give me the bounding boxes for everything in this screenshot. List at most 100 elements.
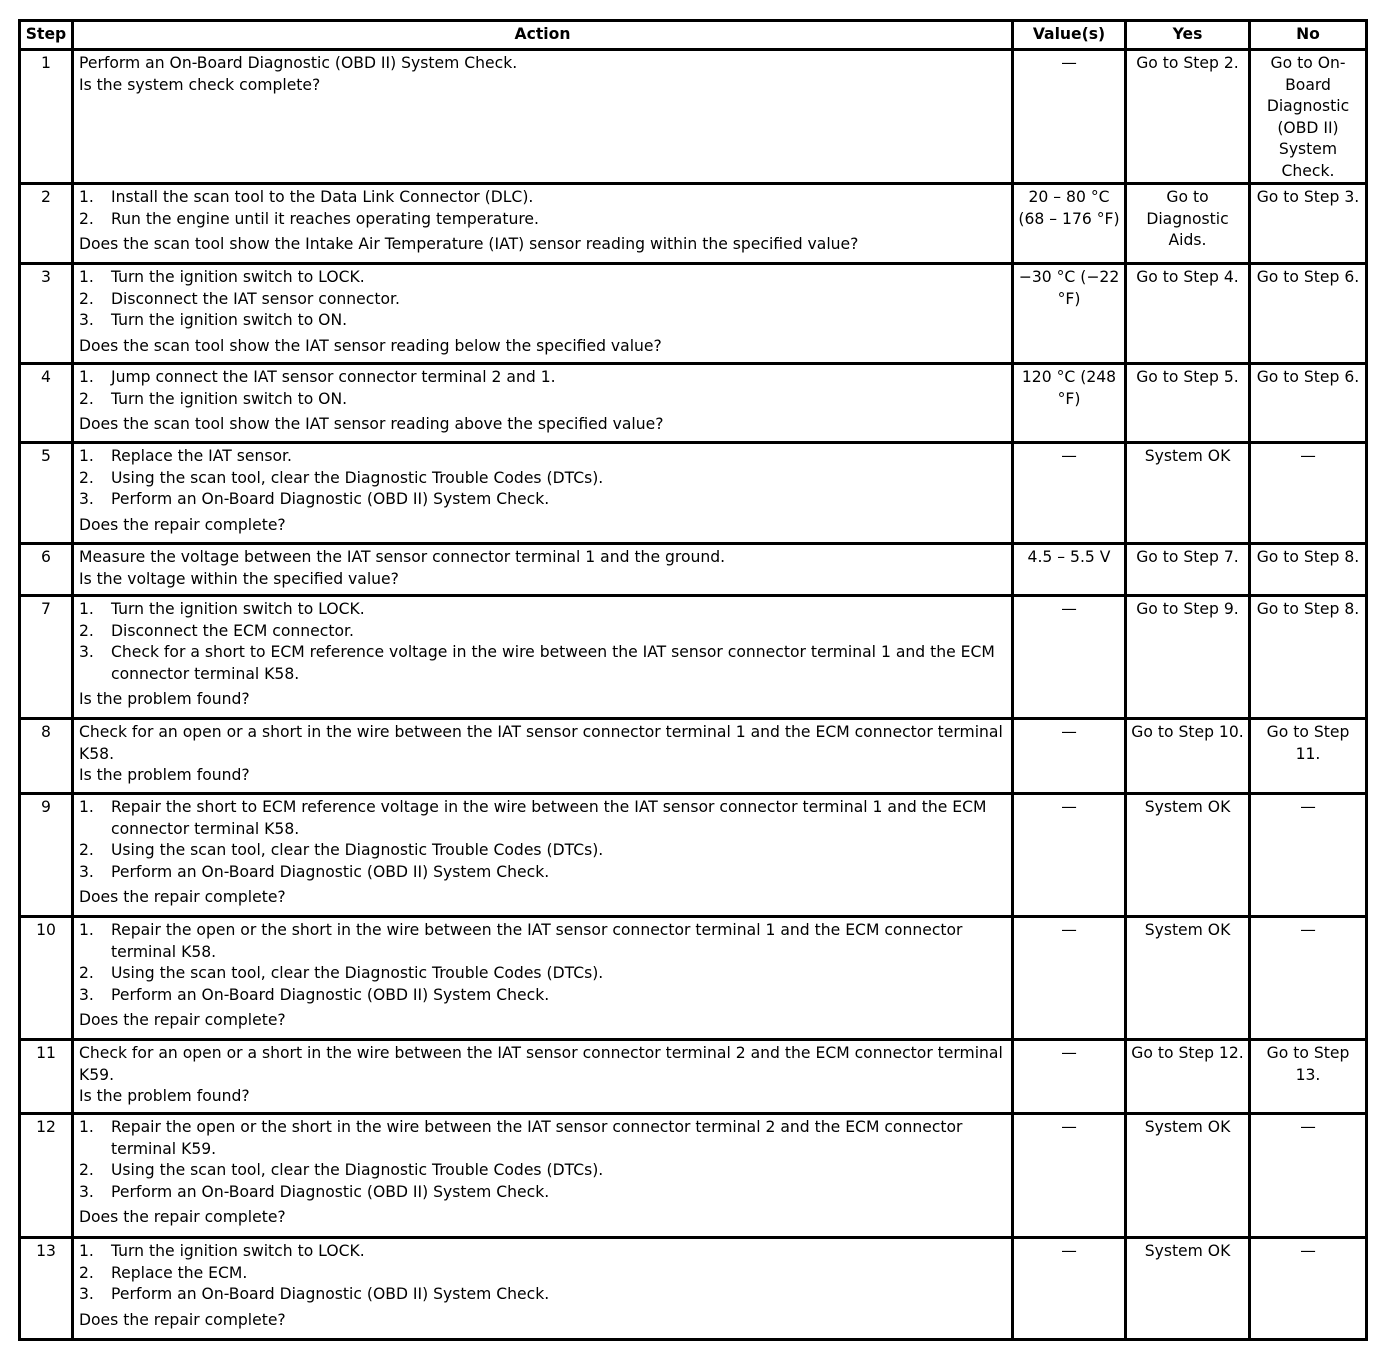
step-cell: 13 [18, 1236, 74, 1341]
value-cell: — [1011, 1236, 1127, 1341]
diagnostic-table: Step Action Value(s) Yes No 1 Perform an … [18, 19, 1368, 1341]
item-text: Repair the open or the short in the wire… [111, 921, 963, 961]
action-list-item: 1. Turn the ignition switch to LOCK. [79, 267, 1007, 289]
step-cell: 8 [18, 717, 74, 795]
item-text: Disconnect the IAT sensor connector. [111, 289, 400, 308]
item-number: 3. [79, 862, 94, 881]
item-number: 2. [79, 209, 94, 228]
item-text: Perform an On-Board Diagnostic (OBD II) … [111, 862, 550, 881]
action-text: Is the system check complete? [79, 75, 321, 94]
value-cell: — [1011, 594, 1127, 720]
action-text: Check for an open or a short in the wire… [79, 723, 1003, 763]
action-cell: 1. Repair the short to ECM reference volt… [71, 792, 1014, 918]
action-list-item: 3. Perform an On-Board Diagnostic (OBD II… [79, 985, 1007, 1007]
value-cell: 120 °C (248 °F) [1011, 362, 1127, 444]
action-question: Does the scan tool show the IAT sensor r… [79, 415, 664, 433]
action-list-item: 2. Turn the ignition switch to ON. [79, 389, 1007, 411]
item-text: Turn the ignition switch to LOCK. [111, 268, 365, 286]
action-cell: 1. Repair the open or the short in the wi… [71, 915, 1014, 1041]
item-text: Turn the ignition switch to ON. [111, 389, 348, 408]
item-number: 1. [79, 447, 94, 465]
item-number: 2. [79, 389, 94, 408]
item-number: 1. [79, 1242, 94, 1260]
step-cell: 12 [18, 1112, 74, 1239]
no-cell: Go to Step 8. [1248, 594, 1368, 720]
action-cell: Measure the voltage between the IAT sens… [71, 542, 1014, 597]
item-number: 3. [79, 985, 94, 1004]
action-cell: Perform an On-Board Diagnostic (OBD II) … [71, 48, 1014, 185]
item-text: Perform an On-Board Diagnostic (OBD II) … [111, 1182, 550, 1201]
value-cell: — [1011, 1038, 1127, 1115]
action-question: Does the repair complete? [79, 1208, 286, 1226]
action-list-item: 1. Install the scan tool to the Data Link… [79, 187, 1007, 209]
action-cell: 1. Repair the open or the short in the wi… [71, 1112, 1014, 1239]
value-cell: — [1011, 1112, 1127, 1239]
item-text: Repair the short to ECM reference voltag… [111, 798, 987, 838]
value-cell: 4.5 – 5.5 V [1011, 542, 1127, 597]
action-question: Does the scan tool show the Intake Air T… [79, 235, 859, 253]
value-cell: — [1011, 915, 1127, 1041]
header-no: No [1248, 19, 1368, 51]
item-number: 1. [79, 368, 94, 386]
step-cell: 11 [18, 1038, 74, 1115]
table-row: 10 1. Repair the open or the short in the … [18, 915, 1368, 1041]
table-row: 12 1. Repair the open or the short in the … [18, 1112, 1368, 1239]
table-row: 4 1. Jump connect the IAT sensor connector… [18, 362, 1368, 444]
action-list-item: 2. Disconnect the ECM connector. [79, 621, 1007, 643]
item-number: 1. [79, 188, 94, 206]
header-value: Value(s) [1011, 19, 1127, 51]
no-cell: Go to On-Board Diagnostic (OBD II) Syste… [1248, 48, 1368, 185]
item-number: 2. [79, 621, 94, 640]
yes-cell: System OK [1124, 915, 1251, 1041]
table-row: 7 1. Turn the ignition switch to LOCK. 2. Di… [18, 594, 1368, 720]
no-cell: — [1248, 915, 1368, 1041]
action-list-item: 3. Perform an On-Board Diagnostic (OBD II… [79, 862, 1007, 884]
action-question: Does the repair complete? [79, 515, 286, 534]
item-number: 1. [79, 921, 94, 939]
action-cell: Check for an open or a short in the wire… [71, 1038, 1014, 1115]
action-list-item: 1. Jump connect the IAT sensor connector … [79, 367, 1007, 389]
item-text: Using the scan tool, clear the Diagnosti… [111, 1161, 604, 1179]
action-list-item: 2. Replace the ECM. [79, 1263, 1007, 1285]
item-text: Using the scan tool, clear the Diagnosti… [111, 964, 604, 982]
item-number: 3. [79, 490, 94, 508]
action-cell: 1. Jump connect the IAT sensor connector … [71, 362, 1014, 444]
yes-cell: Go to Step 7. [1124, 542, 1251, 597]
value-cell: — [1011, 48, 1127, 185]
table-row: 11 Check for an open or a short in the wi… [18, 1038, 1368, 1115]
item-text: Turn the ignition switch to ON. [111, 311, 348, 329]
step-cell: 2 [18, 182, 74, 265]
yes-cell: Go to Step 12. [1124, 1038, 1251, 1115]
yes-cell: System OK [1124, 441, 1251, 545]
step-cell: 5 [18, 441, 74, 545]
action-list-item: 1. Repair the short to ECM reference volt… [79, 797, 1007, 840]
action-list-item: 1. Turn the ignition switch to LOCK. [79, 599, 1007, 621]
table-row: 9 1. Repair the short to ECM reference vol… [18, 792, 1368, 918]
no-cell: Go to Step 13. [1248, 1038, 1368, 1115]
action-question: Is the problem found? [79, 690, 250, 708]
action-list-item: 3. Perform an On-Board Diagnostic (OBD II… [79, 1284, 1007, 1306]
yes-cell: Go to Diagnostic Aids. [1124, 182, 1251, 265]
value-cell: — [1011, 792, 1127, 918]
step-cell: 9 [18, 792, 74, 918]
no-cell: — [1248, 1112, 1368, 1239]
item-text: Turn the ignition switch to LOCK. [111, 600, 365, 618]
value-cell: 20 – 80 °C (68 – 176 °F) [1011, 182, 1127, 265]
action-list-item: 2. Using the scan tool, clear the Diagnos… [79, 963, 1007, 985]
action-cell: 1. Turn the ignition switch to LOCK. 2. Dis… [71, 594, 1014, 720]
item-text: Disconnect the ECM connector. [111, 621, 354, 640]
action-cell: 1. Install the scan tool to the Data Link… [71, 182, 1014, 265]
action-cell: 1. Turn the ignition switch to LOCK. 2. Dis… [71, 262, 1014, 365]
no-cell: Go to Step 6. [1248, 262, 1368, 365]
header-yes: Yes [1124, 19, 1251, 51]
item-text: Perform an On-Board Diagnostic (OBD II) … [111, 490, 550, 508]
item-text: Run the engine until it reaches operatin… [111, 209, 539, 228]
yes-cell: System OK [1124, 792, 1251, 918]
item-number: 1. [79, 600, 94, 618]
item-number: 2. [79, 1263, 94, 1282]
item-number: 2. [79, 841, 94, 859]
value-cell: — [1011, 441, 1127, 545]
action-list-item: 2. Run the engine until it reaches operat… [79, 209, 1007, 231]
table-row: 8 Check for an open or a short in the wir… [18, 717, 1368, 795]
step-cell: 1 [18, 48, 74, 185]
